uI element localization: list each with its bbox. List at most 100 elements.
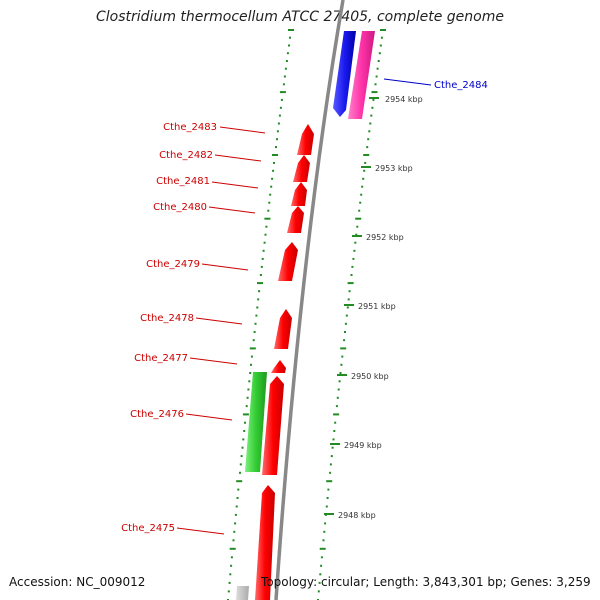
gene-label[interactable]: Cthe_2477 bbox=[134, 353, 188, 364]
gene-arrow-cthe-2479[interactable] bbox=[278, 242, 298, 281]
scale-dot bbox=[268, 201, 271, 204]
scale-dot bbox=[326, 497, 329, 499]
scale-tick: 2951 kbp bbox=[344, 302, 396, 311]
gene-arrow-cthe-2478[interactable] bbox=[274, 309, 292, 349]
scale-dot bbox=[320, 556, 323, 559]
scale-dot bbox=[244, 421, 246, 424]
scale-dot bbox=[285, 60, 288, 62]
scale-dot bbox=[279, 106, 282, 109]
scale-dot bbox=[233, 530, 236, 533]
gene-label[interactable]: Cthe_2481 bbox=[156, 176, 210, 187]
scale-dot bbox=[267, 209, 270, 212]
scale-tick: 2949 kbp bbox=[330, 441, 382, 450]
scale-dot bbox=[324, 522, 327, 525]
scale-dot bbox=[240, 455, 243, 458]
gene-arrow-cthe-2477[interactable] bbox=[271, 360, 286, 373]
scale-dot bbox=[343, 339, 346, 342]
gene-label[interactable]: Cthe_2479 bbox=[146, 259, 200, 270]
scale-dot bbox=[352, 257, 355, 260]
scale-dot bbox=[335, 405, 338, 408]
gene-label[interactable]: Cthe_2482 bbox=[159, 150, 213, 161]
scale-dot bbox=[263, 241, 266, 244]
gene-arrow-cthe-2480[interactable] bbox=[287, 206, 304, 233]
scale-dot bbox=[230, 564, 233, 567]
scale-dot bbox=[336, 396, 339, 399]
gene-arrow-cthe-2475[interactable] bbox=[255, 485, 275, 600]
scale-dot bbox=[344, 331, 346, 333]
scale-dot bbox=[289, 36, 291, 39]
scale-dot bbox=[228, 581, 231, 584]
scale-tick-label: 2951 kbp bbox=[358, 302, 396, 311]
scale-dot bbox=[355, 233, 358, 236]
scale-dot bbox=[279, 91, 286, 94]
scale-dot bbox=[369, 122, 372, 125]
accession-text: Accession: NC_009012 bbox=[9, 575, 146, 589]
scale-dot bbox=[360, 193, 363, 196]
scale-dot bbox=[236, 497, 239, 499]
gene-arrow-cthe-2482[interactable] bbox=[293, 155, 310, 182]
scale-dot bbox=[257, 298, 260, 301]
scale-dot bbox=[243, 430, 246, 432]
scale-dot bbox=[329, 471, 332, 474]
gene-labels: Cthe_2483 Cthe_2482 Cthe_2481 Cthe_2480 … bbox=[121, 80, 488, 534]
scale-dot bbox=[271, 177, 274, 180]
scale-dot bbox=[230, 556, 233, 559]
gene-arrow-magenta[interactable] bbox=[348, 31, 375, 119]
scale-dot bbox=[284, 67, 287, 70]
gene-label[interactable]: Cthe_2484 bbox=[434, 80, 488, 91]
gene-label[interactable]: Cthe_2475 bbox=[121, 523, 175, 534]
gene-label[interactable]: Cthe_2478 bbox=[140, 313, 194, 324]
scale-dot bbox=[254, 322, 257, 325]
gene-arrow-cthe-2476[interactable] bbox=[262, 376, 284, 475]
scale-dot bbox=[275, 146, 277, 149]
scale-dot bbox=[377, 60, 380, 62]
scale-dot bbox=[337, 388, 340, 391]
scale-dot bbox=[272, 169, 275, 172]
gene-arrow-green[interactable] bbox=[245, 372, 267, 472]
scale-tick: 2948 kbp bbox=[324, 511, 376, 520]
scale-dot bbox=[264, 233, 267, 236]
scale-tick: 2950 kbp bbox=[337, 372, 389, 381]
scale-dot bbox=[272, 154, 278, 156]
scale-dot bbox=[334, 421, 337, 424]
scale-dot bbox=[353, 249, 356, 252]
scale-dot bbox=[227, 590, 230, 593]
scale-dot bbox=[239, 471, 241, 474]
scale-dot bbox=[345, 314, 348, 317]
gene-arrow-cthe-2481[interactable] bbox=[291, 182, 307, 206]
scale-dot bbox=[351, 265, 354, 268]
scale-dot bbox=[330, 455, 333, 458]
scale-dot bbox=[229, 573, 232, 576]
scale-dot bbox=[319, 573, 322, 576]
gene-label[interactable]: Cthe_2483 bbox=[163, 122, 217, 133]
scale-dot bbox=[344, 322, 347, 325]
scale-dot bbox=[242, 438, 245, 441]
scale-dot bbox=[319, 547, 326, 550]
scale-dot bbox=[234, 513, 237, 516]
scale-dot bbox=[250, 363, 252, 366]
scale-dot bbox=[380, 29, 386, 31]
scale-dot bbox=[247, 388, 250, 391]
scale-dot bbox=[257, 282, 263, 285]
scale-dot bbox=[237, 488, 240, 491]
gene-arrow-cthe-2483[interactable] bbox=[297, 124, 314, 155]
scale-dots bbox=[227, 29, 386, 600]
scale-tick-label: 2952 kbp bbox=[366, 233, 404, 242]
scale-dot bbox=[232, 539, 235, 542]
gene-arrow-gray[interactable] bbox=[236, 586, 249, 600]
scale-dot bbox=[317, 590, 320, 593]
scale-dot bbox=[273, 161, 275, 164]
scale-dot bbox=[376, 67, 379, 70]
scale-tick: 2952 kbp bbox=[352, 233, 404, 242]
scale-tick-label: 2954 kbp bbox=[385, 95, 423, 104]
scale-tick: 2953 kbp bbox=[361, 164, 413, 173]
gene-label[interactable]: Cthe_2476 bbox=[130, 409, 184, 420]
scale-dot bbox=[236, 480, 243, 483]
scale-dot bbox=[378, 52, 381, 55]
scale-tick-label: 2953 kbp bbox=[375, 164, 413, 173]
gene-arrow-cthe-2484[interactable] bbox=[333, 31, 356, 117]
gene-label[interactable]: Cthe_2480 bbox=[153, 202, 207, 213]
scale-dot bbox=[318, 581, 321, 584]
scale-dot bbox=[338, 380, 341, 383]
